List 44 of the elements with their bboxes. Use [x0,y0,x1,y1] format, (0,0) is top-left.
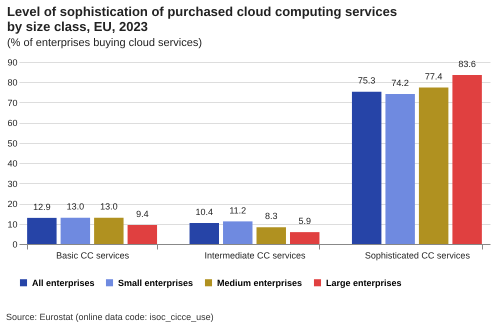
data-label: 75.3 [358,76,376,86]
y-tick-label: 50 [7,138,18,148]
bar [60,218,90,244]
bar [452,74,482,244]
x-tick-label: Intermediate CC services [204,250,306,260]
y-tick-label: 30 [7,178,18,189]
data-label: 9.4 [136,208,149,219]
chart-title: Level of sophistication of purchased cloud computing services by size class, EU, 2023 [6,4,398,34]
bar [385,94,415,244]
x-tick-label: Sophisticated CC services [364,250,470,260]
bar [27,218,57,244]
x-tick-label: Basic CC services [56,250,130,260]
legend-label: Large enterprises [326,278,402,288]
data-label: 11.2 [229,205,246,216]
bar [290,232,320,244]
bar [128,224,158,244]
legend-label: All enterprises [32,278,95,288]
legend-label: Small enterprises [118,278,194,288]
data-label: 13.0 [66,202,84,212]
y-tick-label: 20 [7,199,18,210]
y-tick-label: 90 [7,58,18,68]
source-note: Source: Eurostat (online data code: isoc_cicce_use) [6,312,214,322]
bar [352,92,382,244]
data-label: 10.4 [196,206,214,217]
y-tick-label: 40 [7,158,18,169]
y-tick-label: 10 [7,219,18,230]
data-label: 5.9 [298,216,311,226]
bar [418,87,448,244]
data-label: 74.2 [391,78,409,88]
chart-subtitle: (% of enterprises buying cloud services) [6,37,202,49]
y-tick-label: 0 [12,240,18,250]
bar [190,222,220,244]
data-label: 8.3 [264,211,278,222]
data-label: 83.6 [458,58,476,69]
legend-label: Medium enterprises [217,278,302,288]
data-label: 77.4 [424,71,442,82]
data-label: 12.9 [33,202,51,212]
y-tick-label: 70 [7,98,18,108]
bar [223,221,252,244]
bar [94,218,124,244]
y-tick-label: 80 [7,78,18,88]
y-tick-label: 60 [7,118,18,128]
data-label: 13.0 [100,202,118,212]
bar [256,227,286,244]
